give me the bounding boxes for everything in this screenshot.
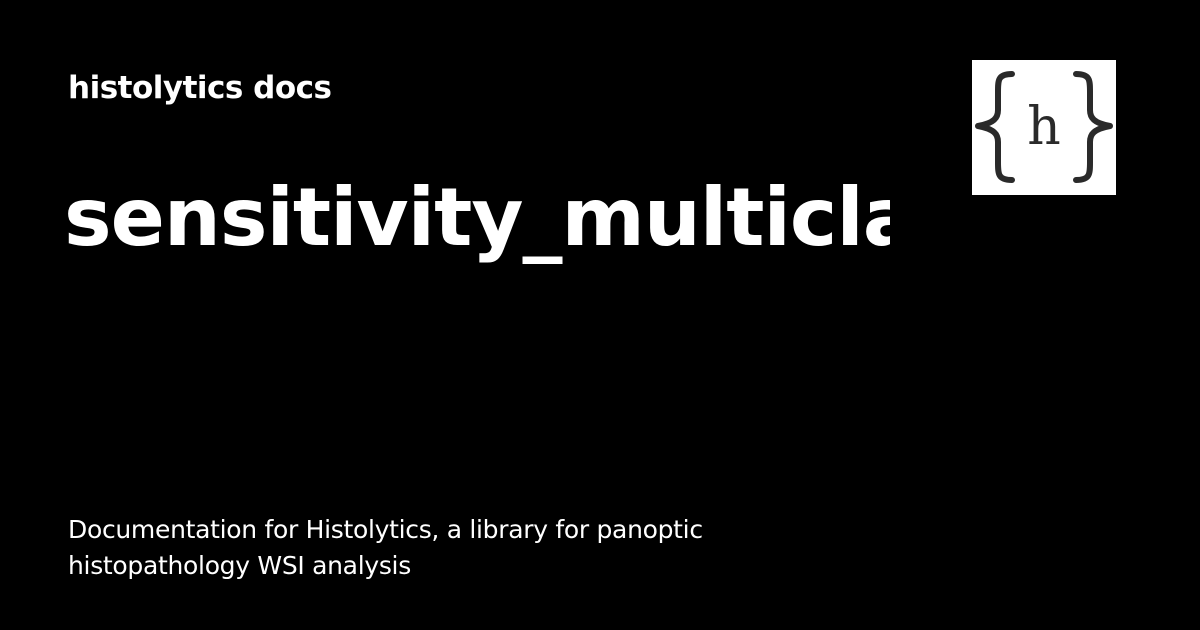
logo-letter: h: [1027, 97, 1061, 157]
braces-h-logo-icon: h: [975, 71, 1113, 183]
page-description: Documentation for Histolytics, a library…: [68, 515, 703, 580]
page-title-container: sensitivity_multiclass: [64, 168, 890, 278]
logo: h: [972, 60, 1116, 195]
site-name: histolytics docs: [68, 70, 332, 106]
page-title: sensitivity_multiclass: [64, 171, 890, 264]
